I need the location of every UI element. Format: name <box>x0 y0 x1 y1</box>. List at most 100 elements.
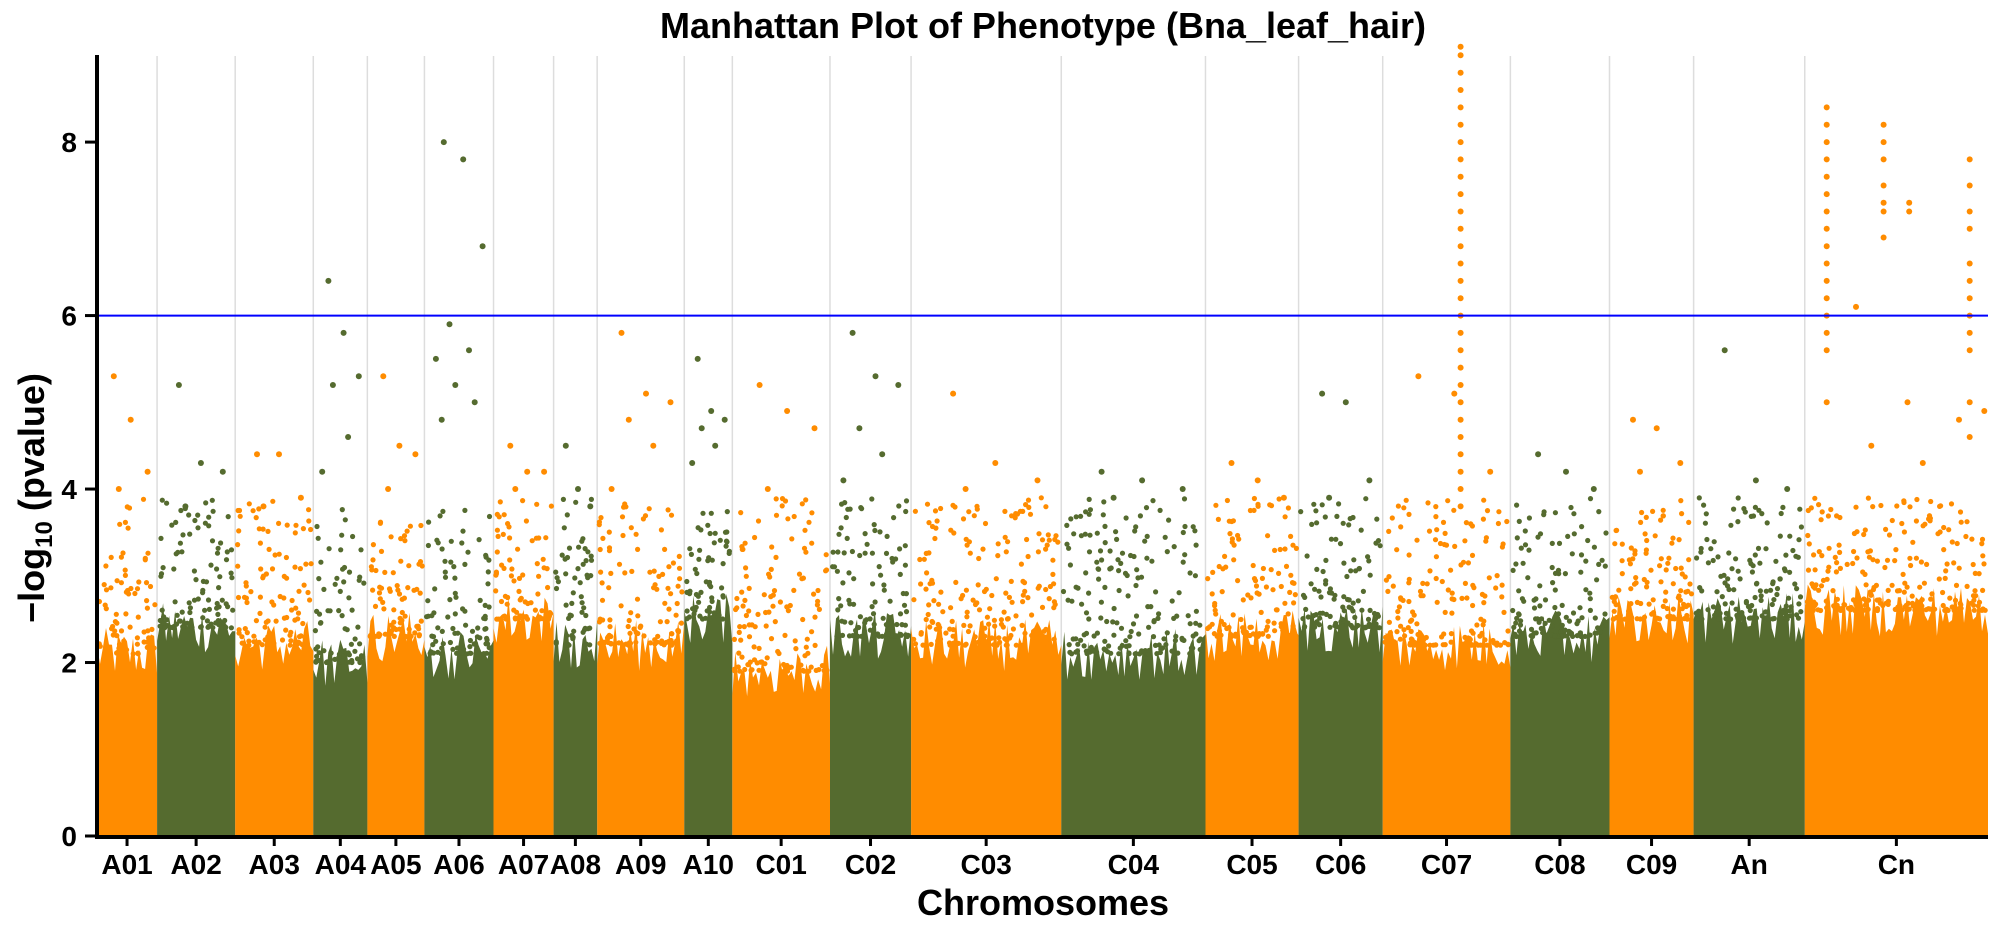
snp-point <box>967 550 973 556</box>
snp-point <box>1731 587 1737 593</box>
snp-point <box>1125 593 1131 599</box>
snp-point <box>1169 648 1175 654</box>
snp-point <box>965 628 972 635</box>
snp-point <box>806 668 812 674</box>
snp-point <box>1424 581 1430 587</box>
snp-point <box>1130 621 1137 627</box>
snp-point <box>485 569 491 575</box>
snp-point <box>1223 564 1229 570</box>
snp-point <box>1115 557 1121 563</box>
snp-point <box>1408 628 1414 635</box>
snp-point <box>1758 593 1764 599</box>
snp-point <box>171 566 177 572</box>
snp-point <box>876 564 882 570</box>
snp-point <box>1559 602 1565 609</box>
snp-point <box>925 611 931 618</box>
snp-point <box>1280 627 1286 633</box>
snp-point <box>189 625 195 631</box>
snp-point <box>1971 602 1977 608</box>
snp-point <box>235 542 241 548</box>
snp-point <box>273 618 279 624</box>
snp-point <box>1805 607 1811 613</box>
snp-point <box>1694 611 1700 617</box>
snp-point <box>417 559 424 565</box>
snp-point <box>128 585 134 592</box>
snp-point <box>756 667 762 673</box>
snp-point <box>815 598 821 604</box>
snp-point <box>1375 538 1382 544</box>
snp-point <box>1957 509 1964 515</box>
snp-point <box>987 636 993 642</box>
snp-point <box>583 558 589 564</box>
snp-point <box>367 633 373 640</box>
snp-point <box>1826 564 1832 570</box>
snp-point <box>1116 651 1122 657</box>
snp-point <box>297 566 303 572</box>
snp-point <box>1408 636 1414 642</box>
snp-point <box>1285 505 1291 511</box>
snp-point <box>1102 584 1108 591</box>
snp-point <box>971 513 977 519</box>
snp-point <box>742 540 748 546</box>
snp-point <box>315 535 321 541</box>
snp-point <box>262 624 268 630</box>
snp-point <box>314 523 320 530</box>
snp-point <box>1101 499 1107 505</box>
snp-point <box>1795 615 1802 621</box>
snp-point <box>339 613 345 619</box>
snp-point <box>1729 600 1735 606</box>
snp-point <box>1975 603 1981 609</box>
snp-point <box>1927 518 1933 524</box>
snp-point <box>893 556 899 562</box>
snp-point <box>143 580 150 586</box>
snp-point <box>923 586 929 592</box>
snp-point-signal <box>1906 208 1913 215</box>
axes <box>85 55 1988 846</box>
snp-point <box>1568 630 1575 637</box>
snp-point <box>494 549 500 555</box>
snp-point <box>1317 615 1323 621</box>
snp-point <box>830 549 836 555</box>
snp-point <box>546 613 553 619</box>
snp-point <box>1686 519 1692 526</box>
snp-point <box>976 555 982 562</box>
snp-point <box>756 645 762 652</box>
snp-point-signal <box>1457 295 1464 302</box>
snp-point <box>1614 614 1620 621</box>
snp-point <box>578 594 584 600</box>
snp-point-signal <box>1457 243 1464 250</box>
snp-point <box>1449 590 1455 596</box>
snp-point <box>655 633 661 640</box>
snp-point <box>708 510 714 516</box>
snp-point <box>1752 594 1758 601</box>
snp-point <box>1144 555 1150 561</box>
snp-point <box>1719 594 1725 600</box>
snp-point <box>1098 599 1104 605</box>
snp-point <box>1695 616 1701 622</box>
snp-point-signal <box>1823 156 1830 163</box>
snp-point <box>500 531 506 538</box>
snp-point <box>991 617 998 623</box>
snp-point <box>216 621 222 628</box>
snp-point <box>1828 506 1834 513</box>
snp-point <box>425 598 431 604</box>
snp-point <box>1786 595 1792 601</box>
snp-point <box>1401 627 1407 633</box>
snp-point <box>455 630 461 636</box>
snp-point <box>1358 527 1364 533</box>
snp-point <box>1853 504 1859 510</box>
snp-point <box>1804 599 1810 605</box>
snp-point <box>1481 497 1487 503</box>
snp-point-top <box>764 486 771 492</box>
snp-point <box>349 659 355 666</box>
snp-point <box>752 624 758 630</box>
snp-point <box>1248 595 1254 601</box>
snp-point <box>1213 611 1219 617</box>
snp-point-signal <box>1823 208 1830 215</box>
snp-point <box>164 617 170 623</box>
snp-point-top <box>507 442 514 449</box>
snp-point <box>511 578 517 584</box>
snp-point <box>1757 588 1763 594</box>
snp-point <box>1587 596 1593 602</box>
snp-point <box>711 540 717 546</box>
